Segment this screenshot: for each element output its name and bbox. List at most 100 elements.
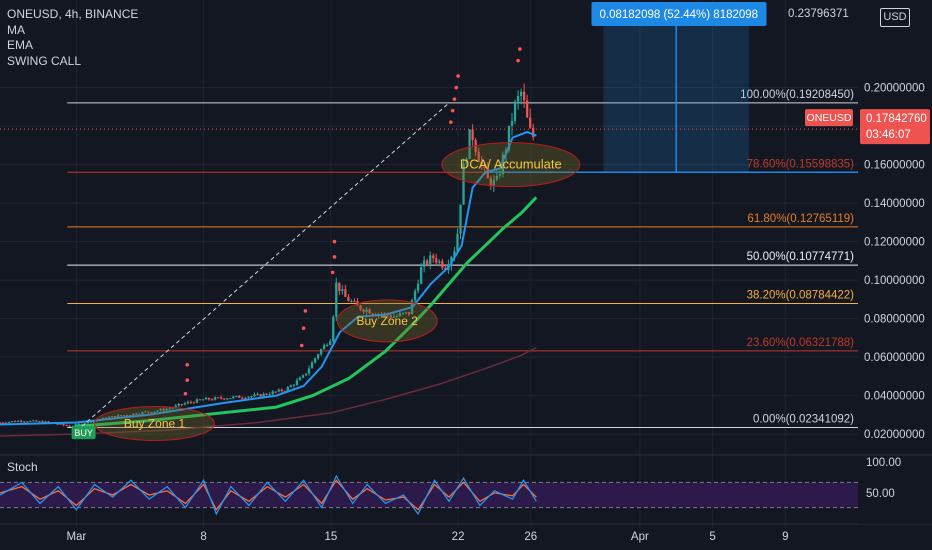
candle[interactable]	[310, 362, 314, 369]
candle[interactable]	[186, 402, 189, 404]
candle[interactable]	[198, 399, 202, 401]
symbol-line[interactable]: ONEUSD, 4h, BINANCE	[7, 7, 139, 21]
candle[interactable]	[129, 415, 132, 417]
candle[interactable]	[86, 421, 90, 424]
candle[interactable]	[226, 398, 229, 400]
candle[interactable]	[392, 316, 396, 318]
candle[interactable]	[68, 425, 71, 427]
candle[interactable]	[183, 403, 186, 405]
candle[interactable]	[92, 420, 96, 423]
candle[interactable]	[338, 282, 341, 292]
candle[interactable]	[495, 175, 499, 180]
buy-zone-2[interactable]: Buy Zone 2	[336, 299, 438, 343]
candle[interactable]	[319, 349, 323, 355]
candle[interactable]	[32, 420, 35, 422]
candle[interactable]	[513, 101, 517, 121]
candle[interactable]	[307, 368, 311, 374]
candle[interactable]	[398, 313, 402, 317]
candle[interactable]	[510, 120, 514, 126]
candle[interactable]	[365, 309, 368, 312]
candle[interactable]	[259, 394, 262, 397]
candle[interactable]	[271, 391, 274, 395]
candle[interactable]	[465, 158, 468, 164]
candle[interactable]	[120, 415, 123, 417]
candle[interactable]	[126, 415, 129, 417]
candle[interactable]	[41, 421, 44, 423]
candle[interactable]	[292, 384, 296, 386]
candle[interactable]	[110, 416, 114, 418]
candle[interactable]	[135, 413, 138, 415]
candle[interactable]	[335, 282, 338, 317]
candle[interactable]	[389, 315, 392, 318]
candle[interactable]	[132, 413, 135, 416]
candle[interactable]	[507, 125, 511, 150]
candle[interactable]	[347, 296, 350, 302]
candle[interactable]	[419, 267, 423, 284]
candle[interactable]	[453, 251, 456, 258]
candle[interactable]	[395, 316, 399, 318]
candle[interactable]	[519, 91, 523, 96]
candle[interactable]	[522, 91, 526, 101]
candle[interactable]	[435, 258, 438, 263]
candle[interactable]	[471, 129, 474, 141]
candle[interactable]	[368, 309, 371, 314]
candle[interactable]	[153, 411, 156, 413]
candle[interactable]	[468, 129, 471, 159]
candle[interactable]	[489, 178, 492, 187]
candle[interactable]	[162, 408, 165, 411]
candle[interactable]	[138, 414, 141, 416]
candle[interactable]	[407, 311, 411, 315]
candle[interactable]	[274, 391, 277, 393]
candle[interactable]	[413, 290, 417, 301]
trend-line[interactable]	[81, 102, 450, 427]
candle[interactable]	[1, 422, 5, 424]
candle[interactable]	[168, 408, 171, 410]
candle[interactable]	[26, 421, 29, 423]
candle[interactable]	[29, 420, 32, 422]
candle[interactable]	[216, 397, 220, 399]
candle[interactable]	[326, 344, 329, 346]
candle[interactable]	[204, 397, 208, 400]
candle[interactable]	[313, 358, 317, 363]
candle[interactable]	[256, 394, 259, 396]
candle[interactable]	[238, 395, 241, 398]
candle[interactable]	[483, 164, 486, 168]
candle[interactable]	[253, 394, 256, 397]
candle[interactable]	[404, 311, 408, 313]
candle[interactable]	[301, 375, 305, 378]
candle[interactable]	[362, 309, 365, 312]
candle[interactable]	[141, 411, 144, 415]
candle[interactable]	[47, 421, 50, 423]
candle[interactable]	[262, 393, 265, 397]
buy-zone-1[interactable]: Buy Zone 1	[94, 406, 216, 442]
candle[interactable]	[77, 423, 80, 425]
candle[interactable]	[371, 313, 374, 315]
candle[interactable]	[123, 415, 126, 417]
candle[interactable]	[295, 380, 299, 385]
candle[interactable]	[147, 411, 150, 413]
candle[interactable]	[59, 423, 62, 425]
candle[interactable]	[456, 233, 459, 252]
candle[interactable]	[492, 179, 495, 187]
candle[interactable]	[44, 421, 47, 423]
candle[interactable]	[432, 255, 435, 259]
candle[interactable]	[438, 261, 441, 263]
candle[interactable]	[210, 399, 214, 401]
candle[interactable]	[480, 162, 483, 165]
candle[interactable]	[177, 404, 180, 406]
candle[interactable]	[529, 117, 532, 128]
candle[interactable]	[459, 204, 462, 234]
candle[interactable]	[13, 421, 17, 423]
candle[interactable]	[189, 402, 193, 404]
candle[interactable]	[250, 396, 253, 398]
candle[interactable]	[10, 421, 14, 423]
ma-line[interactable]	[76, 196, 538, 428]
candle[interactable]	[0, 422, 2, 424]
currency-button[interactable]: USD	[880, 8, 910, 27]
candle[interactable]	[298, 377, 302, 381]
candle[interactable]	[416, 283, 420, 291]
candle[interactable]	[201, 399, 205, 401]
candle[interactable]	[353, 301, 356, 303]
candle[interactable]	[526, 100, 529, 118]
